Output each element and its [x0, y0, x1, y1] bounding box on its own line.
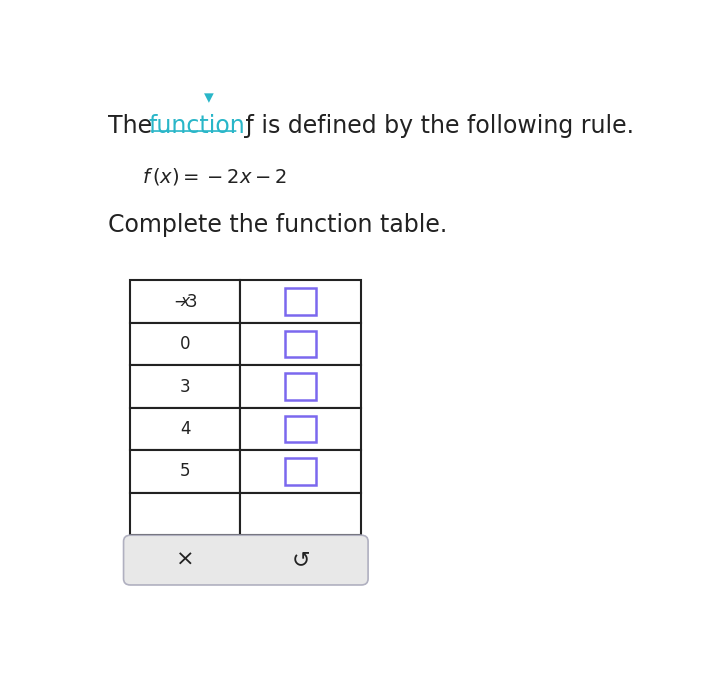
Text: $f\,(x)$: $f\,(x)$ — [286, 293, 316, 310]
Text: Complete the function table.: Complete the function table. — [108, 213, 447, 237]
Bar — [130, 450, 240, 493]
Text: ƒ is defined by the following rule.: ƒ is defined by the following rule. — [238, 114, 635, 139]
Bar — [130, 323, 240, 365]
Bar — [285, 373, 316, 400]
FancyBboxPatch shape — [124, 535, 368, 585]
Bar — [240, 365, 361, 408]
Text: ×: × — [176, 550, 195, 570]
Bar — [240, 408, 361, 450]
Bar — [240, 493, 361, 535]
Text: 3: 3 — [180, 378, 190, 396]
Text: ▾: ▾ — [204, 89, 214, 108]
Bar — [130, 280, 240, 323]
Text: −3: −3 — [173, 293, 198, 310]
Bar — [130, 493, 240, 535]
Text: x: x — [181, 294, 190, 309]
Bar — [130, 365, 240, 408]
Text: 4: 4 — [180, 420, 190, 438]
Bar — [240, 323, 361, 365]
Text: $f\,(x)=-2x-2$: $f\,(x)=-2x-2$ — [142, 166, 286, 187]
Bar — [130, 408, 240, 450]
Bar — [240, 280, 361, 323]
Bar — [285, 288, 316, 315]
Bar — [285, 330, 316, 357]
Text: 0: 0 — [180, 335, 190, 353]
Text: ↺: ↺ — [292, 550, 310, 570]
Text: 5: 5 — [180, 462, 190, 481]
Bar — [285, 415, 316, 442]
Text: The: The — [108, 114, 159, 139]
Bar — [285, 458, 316, 485]
Text: function: function — [149, 114, 246, 139]
Bar — [240, 450, 361, 493]
